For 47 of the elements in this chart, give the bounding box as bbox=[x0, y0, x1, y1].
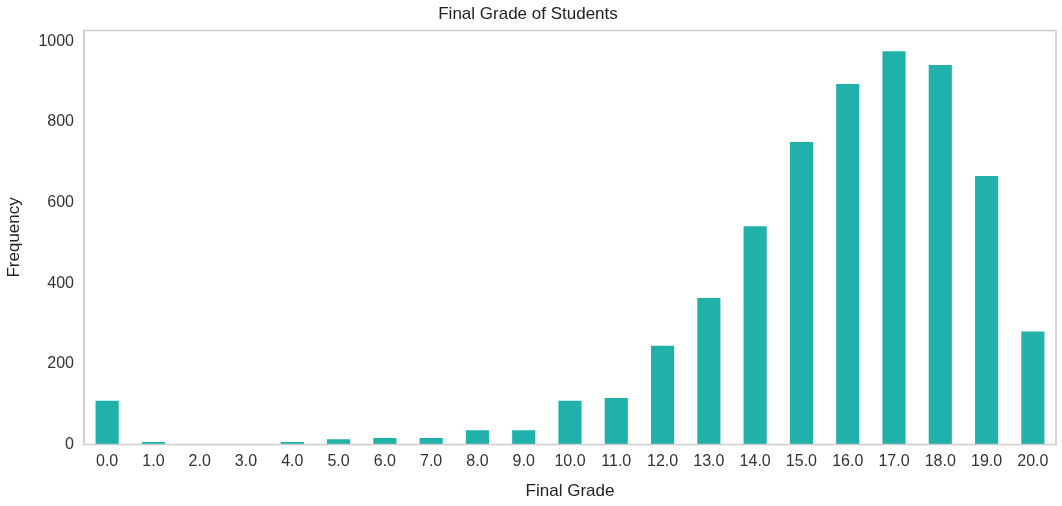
y-axis-title: Frequency bbox=[3, 196, 23, 278]
x-tick-label: 16.0 bbox=[832, 452, 864, 470]
x-tick-label: 13.0 bbox=[693, 452, 725, 470]
y-tick-label: 800 bbox=[47, 112, 75, 130]
x-tick-label: 11.0 bbox=[601, 452, 632, 470]
bar bbox=[651, 345, 675, 445]
bar bbox=[512, 430, 536, 445]
x-tick-label: 17.0 bbox=[878, 452, 910, 470]
bar bbox=[327, 439, 351, 445]
bar bbox=[882, 51, 906, 445]
bar bbox=[697, 298, 721, 445]
chart-title: Final Grade of Students bbox=[438, 3, 618, 23]
y-tick-label: 1000 bbox=[38, 31, 75, 49]
x-tick-label: 19.0 bbox=[971, 452, 1003, 470]
x-tick-label: 7.0 bbox=[420, 452, 443, 470]
x-tick-label: 2.0 bbox=[188, 452, 211, 470]
x-tick-label: 14.0 bbox=[739, 452, 771, 470]
bar bbox=[373, 437, 397, 445]
bar bbox=[1021, 331, 1045, 445]
bar bbox=[836, 84, 860, 445]
x-tick-label: 12.0 bbox=[647, 452, 679, 470]
x-tick-label: 6.0 bbox=[373, 452, 397, 470]
x-tick-label: 18.0 bbox=[924, 452, 956, 470]
x-axis-title: Final Grade bbox=[525, 481, 615, 501]
x-tick-label: 3.0 bbox=[234, 452, 258, 470]
y-tick-label: 200 bbox=[47, 354, 75, 372]
y-tick-label: 0 bbox=[65, 434, 75, 452]
x-tick-label: 0.0 bbox=[96, 452, 119, 470]
bar bbox=[95, 400, 119, 445]
bar bbox=[928, 65, 952, 445]
bar bbox=[558, 400, 582, 445]
bar bbox=[975, 175, 999, 445]
x-tick-label: 9.0 bbox=[512, 452, 535, 470]
bar bbox=[465, 430, 489, 445]
bar bbox=[743, 226, 767, 445]
x-tick-label: 8.0 bbox=[466, 452, 489, 470]
bar bbox=[419, 437, 443, 445]
x-tick-label: 4.0 bbox=[281, 452, 304, 470]
x-tick-label: 20.0 bbox=[1017, 452, 1049, 470]
y-tick-label: 400 bbox=[47, 273, 75, 291]
y-tick-label: 600 bbox=[47, 192, 75, 210]
bar bbox=[604, 398, 628, 445]
bar bbox=[789, 142, 813, 445]
x-tick-label: 15.0 bbox=[785, 452, 818, 470]
x-tick-label: 10.0 bbox=[554, 452, 586, 470]
x-tick-label: 5.0 bbox=[327, 452, 350, 470]
x-tick-label: 1.0 bbox=[142, 452, 165, 470]
